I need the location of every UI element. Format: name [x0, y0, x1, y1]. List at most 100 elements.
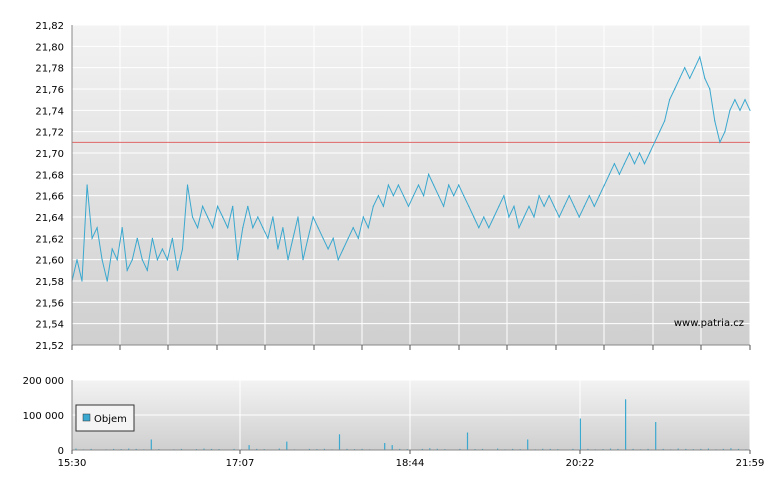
price-point [222, 216, 224, 218]
price-point [247, 205, 249, 207]
price-y-tick-label: 21,80 [35, 42, 64, 53]
price-point [297, 216, 299, 218]
volume-bar [542, 448, 544, 450]
price-point [111, 248, 113, 250]
volume-bar [587, 448, 589, 450]
price-point [352, 227, 354, 229]
price-point [332, 237, 334, 239]
price-point [397, 184, 399, 186]
price-point [282, 227, 284, 229]
legend-swatch [82, 413, 91, 422]
price-point [126, 269, 128, 271]
volume-bar [459, 448, 461, 450]
price-point [643, 163, 646, 165]
price-point [267, 237, 269, 239]
price-y-tick-label: 21,52 [35, 341, 64, 352]
price-point [161, 248, 163, 250]
price-point [377, 195, 379, 197]
volume-bar [233, 448, 235, 450]
volume-bar [466, 432, 469, 450]
price-point [372, 205, 374, 207]
price-point [116, 259, 118, 261]
price-point [523, 216, 525, 218]
volume-bar [429, 448, 431, 451]
price-point [468, 205, 470, 207]
price-point [417, 184, 420, 186]
volume-legend: Objem [75, 404, 135, 432]
price-y-tick-label: 21,54 [35, 320, 64, 331]
volume-bar [512, 448, 514, 450]
volume-bar [384, 443, 386, 450]
price-point [704, 77, 706, 79]
price-point [679, 77, 681, 79]
price-point [528, 205, 530, 207]
volume-bar [278, 448, 280, 450]
price-y-tick-label: 21,66 [35, 192, 64, 203]
price-point [463, 195, 465, 197]
price-point [568, 195, 570, 197]
price-point [387, 184, 389, 186]
price-point [513, 205, 515, 207]
volume-bar [128, 448, 130, 450]
price-point [322, 237, 324, 239]
price-point [292, 237, 294, 239]
price-point [719, 141, 721, 143]
volume-bar [248, 445, 250, 450]
price-point [638, 152, 641, 154]
price-point [337, 259, 339, 261]
price-point [392, 195, 394, 197]
volume-bar [210, 448, 213, 450]
price-point [583, 205, 585, 207]
price-y-tick-label: 21,70 [35, 149, 64, 160]
volume-bar [338, 434, 341, 451]
volume-bar [399, 448, 401, 450]
volume-bar [609, 448, 612, 450]
price-series-line [71, 55, 751, 282]
price-point [367, 227, 369, 229]
price-point [121, 227, 123, 229]
price-point [488, 227, 490, 229]
volume-bar [497, 448, 499, 450]
price-point [302, 259, 304, 261]
volume-bar [180, 448, 182, 450]
price-point [232, 205, 234, 207]
x-tick-label: 18:44 [396, 458, 425, 469]
price-point [272, 216, 274, 218]
price-point [608, 173, 611, 175]
price-point [684, 67, 686, 69]
price-point [633, 163, 636, 165]
volume-bar [308, 448, 310, 450]
price-point [553, 205, 555, 207]
price-y-tick-label: 21,82 [35, 21, 64, 32]
volume-bar [632, 448, 634, 450]
price-y-tick-label: 21,60 [35, 256, 64, 267]
price-point [191, 216, 194, 218]
volume-bar [323, 448, 325, 450]
volume-bar [730, 448, 732, 451]
price-point [613, 163, 616, 165]
price-point [237, 259, 239, 261]
x-tick-label: 17:07 [226, 458, 255, 469]
price-point [518, 227, 520, 229]
volume-bar [572, 448, 574, 450]
price-point [146, 269, 148, 271]
price-point [207, 216, 209, 218]
price-point [81, 280, 83, 282]
volume-bar [579, 418, 581, 450]
price-y-tick-label: 21,62 [35, 234, 64, 245]
volume-bar [361, 448, 363, 450]
price-point [307, 237, 309, 239]
price-point [558, 216, 560, 218]
price-point [548, 195, 550, 197]
volume-bar [113, 448, 115, 450]
volume-bar [677, 448, 679, 450]
price-point [618, 173, 621, 175]
price-point [217, 205, 219, 207]
price-point [433, 184, 435, 186]
volume-bar [286, 441, 288, 450]
price-point [493, 216, 495, 218]
price-y-tick-label: 21,58 [35, 277, 64, 288]
price-point [362, 216, 364, 218]
price-point [212, 227, 214, 229]
